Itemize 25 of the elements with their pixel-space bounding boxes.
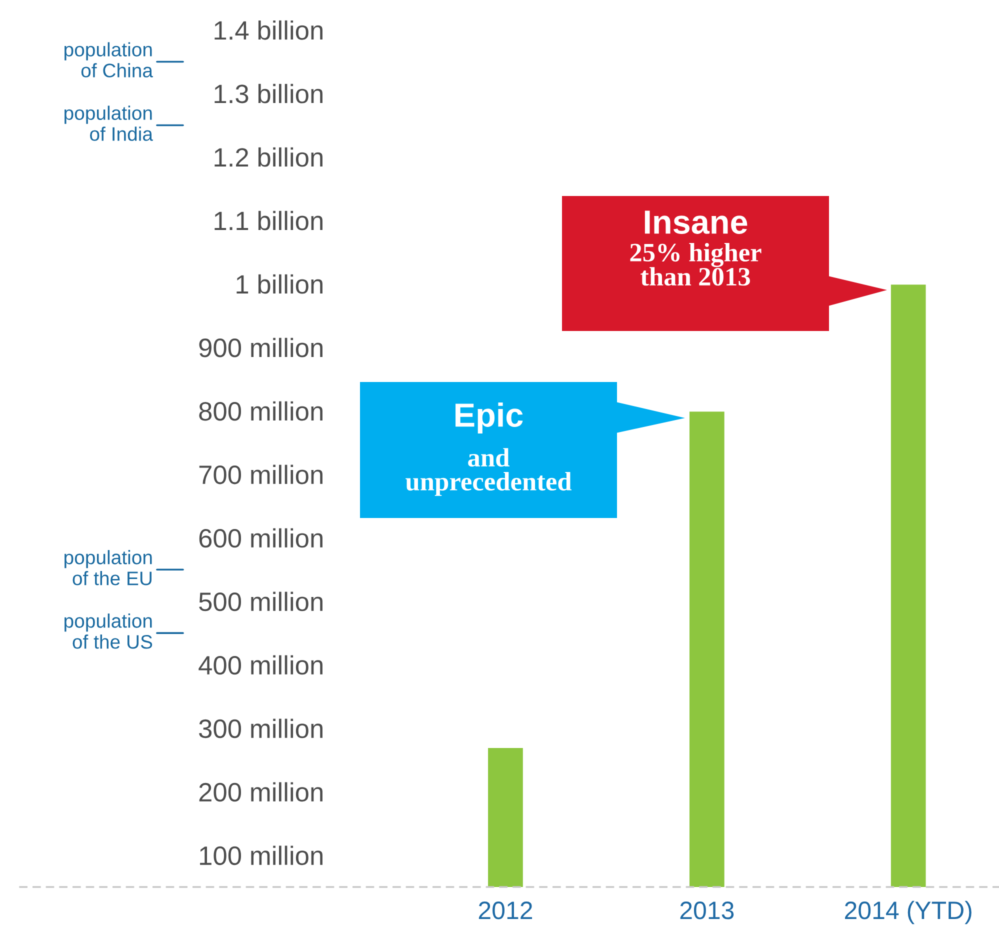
ref-line-label: population of the EU [64,550,152,586]
x-tick-label: 2013 [680,902,734,920]
annotation: 25% higher than 2013 [630,242,762,286]
x-tick-label: 2014 (YTD) [845,900,972,924]
y-tick-label: 600 million [199,528,322,548]
y-tick-label: 200 million [199,782,322,802]
ref-line-label: population of the US [64,614,152,649]
annotation: and unprecedented [406,448,572,496]
y-tick-label: 1.3 billion [214,84,322,104]
y-tick-label: 700 million [199,464,322,484]
y-tick-label: 1.1 billion [214,210,322,230]
y-tick-label: 1.4 billion [214,20,322,40]
ref-line-label: population of China [64,42,154,78]
annotation: Insane [644,210,748,234]
y-tick-label: 400 million [198,655,322,675]
y-tick-label: 1 billion [236,274,322,294]
y-tick-label: 800 million [199,401,322,421]
y-tick-label: 100 million [200,846,322,866]
y-tick-label: 300 million [199,718,322,738]
y-tick-label: 500 million [199,592,322,612]
y-tick-label: 900 million [199,338,322,358]
annotation: Epic [456,402,523,434]
ref-line-label: population of India [64,106,154,141]
x-tick-label: 2012 [478,902,532,920]
y-tick-label: 1.2 billion [214,147,322,167]
